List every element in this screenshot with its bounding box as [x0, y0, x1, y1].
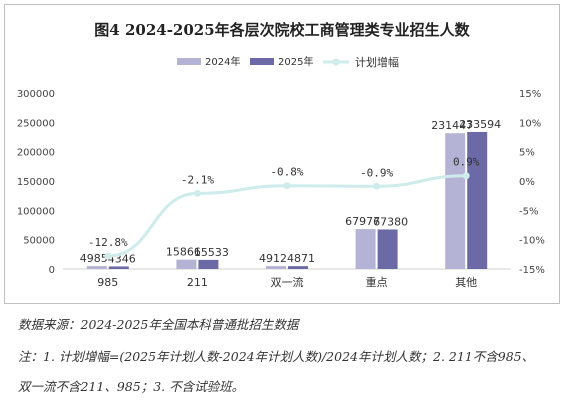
legend-label-2024: 2024年 — [205, 55, 240, 68]
data-source-note: 数据来源：2024-2025年全国本科普通批招生数据 — [18, 317, 299, 332]
bar-2025 — [198, 259, 219, 269]
growth-point — [283, 182, 291, 190]
bar-2025-value-label: 233594 — [459, 118, 501, 131]
bar-2024-value-label: 67977 — [345, 215, 380, 228]
legend-label-growth: 计划增幅 — [355, 55, 399, 69]
y-left-tick-label: 150000 — [17, 177, 55, 188]
growth-value-label: -2.1% — [181, 173, 214, 186]
y-left-tick-label: 250000 — [17, 118, 55, 129]
bar-2024-value-label: 4985 — [80, 252, 108, 265]
x-category-label: 重点 — [366, 275, 388, 289]
x-category-label: 211 — [187, 276, 208, 289]
bar-2024-value-label: 231447 — [431, 119, 473, 132]
bar-2024 — [266, 266, 286, 269]
bar-2024-value-label: 15866 — [166, 246, 201, 259]
growth-value-label: 0.9% — [453, 156, 480, 169]
combo-chart: 0 50000 100000 150000 200000 250000 300000 -15%… — [17, 55, 545, 289]
legend-marker-growth — [332, 58, 340, 66]
bar-2024 — [176, 259, 197, 269]
y-right-tick-label: 5% — [519, 148, 535, 159]
growth-point — [373, 182, 381, 190]
chart-title: 图4 2024-2025年各层次院校工商管理类专业招生人数 — [94, 21, 470, 39]
y-left-tick-label: 100000 — [17, 206, 55, 217]
y-left-tick-label: 300000 — [17, 89, 55, 100]
bar-2025-value-label: 67380 — [373, 215, 408, 228]
y-left-tick-label: 0 — [49, 265, 55, 276]
x-category-label: 双一流 — [271, 275, 304, 289]
growth-value-label: -0.8% — [270, 166, 303, 179]
y-left-tick-label: 200000 — [17, 148, 55, 159]
bar-2025 — [377, 229, 398, 269]
legend-label-2025: 2025年 — [278, 55, 313, 68]
growth-point — [462, 172, 470, 180]
y-right-tick-label: -10% — [519, 236, 545, 247]
bar-2025 — [467, 131, 488, 269]
growth-point — [193, 189, 201, 197]
x-category-label: 其他 — [455, 276, 477, 289]
y-right-tick-label: -5% — [519, 206, 538, 217]
bar-2025-value-label: 15533 — [194, 246, 229, 259]
y-right-tick-label: 15% — [519, 89, 541, 100]
y-right-tick-label: 10% — [519, 118, 541, 129]
footnote-line-1: 注：1. 计划增幅=(2025年计划人数-2024年计划人数)/2024年计划人… — [18, 349, 535, 364]
y-right-tick-label: -15% — [519, 265, 545, 276]
growth-value-label: -0.9% — [360, 166, 393, 179]
growth-value-label: -12.8% — [88, 236, 128, 249]
bar-2024 — [445, 133, 466, 269]
y-right-tick-label: 0% — [519, 177, 535, 188]
growth-point — [104, 252, 112, 260]
bar-2025 — [108, 266, 129, 269]
bar-2024 — [86, 266, 107, 269]
bar-2025-value-label: 4871 — [287, 252, 315, 265]
bar-2024-value-label: 4912 — [259, 252, 287, 265]
legend-swatch-2025 — [250, 58, 274, 65]
x-category-label: 985 — [97, 276, 118, 289]
chart-frame: 图4 2024-2025年各层次院校工商管理类专业招生人数 0 50000 1000… — [4, 4, 560, 304]
legend-swatch-2024 — [177, 58, 201, 65]
bar-2025 — [288, 266, 308, 269]
y-left-tick-label: 50000 — [23, 236, 55, 247]
bar-2024 — [355, 229, 376, 269]
footnote-line-2: 双一流不含211、985；3. 不含试验班。 — [18, 379, 245, 394]
